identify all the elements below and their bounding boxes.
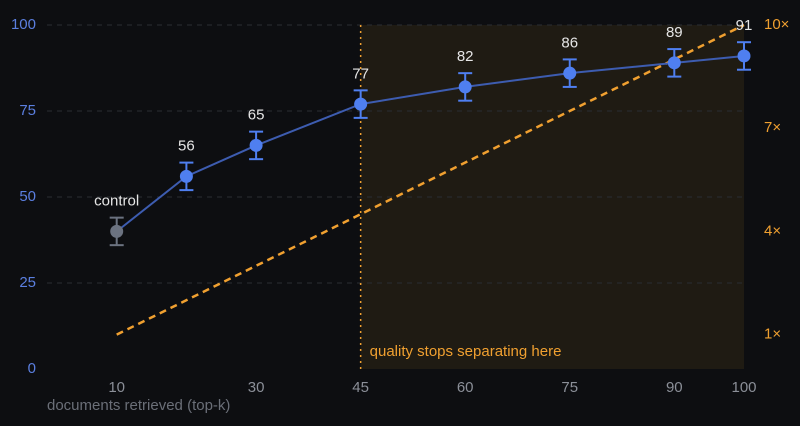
x-tick-label: 60 [457, 379, 474, 396]
y2-tick-label: 4× [764, 222, 781, 239]
quality-line [116, 54, 745, 233]
y-tick-label: 25 [19, 274, 36, 291]
point [458, 80, 472, 94]
value-label: 56 [178, 138, 195, 155]
x-tick-label: 30 [248, 379, 265, 396]
x-tick-label: 75 [561, 379, 578, 396]
x-tick-label: 100 [731, 379, 756, 396]
point [563, 66, 577, 80]
y-tick-label: 0 [28, 360, 36, 377]
point [179, 169, 193, 183]
control-label: control [94, 193, 139, 210]
value-label: 82 [457, 48, 474, 65]
value-label: 77 [352, 65, 369, 82]
value-label: 89 [666, 24, 683, 41]
point [110, 224, 124, 238]
y-tick-label: 100 [11, 16, 36, 33]
annotation: quality stops separating here [370, 343, 562, 360]
y-tick-label: 50 [19, 188, 36, 205]
point [249, 138, 263, 152]
y-tick-label: 75 [19, 102, 36, 119]
point [737, 49, 751, 63]
y2-tick-label: 7× [764, 119, 781, 136]
point [667, 56, 681, 70]
y2-tick-label: 1× [764, 326, 781, 343]
value-label: 86 [561, 34, 578, 51]
x-tick-label: 10 [108, 379, 125, 396]
x-tick-label: 90 [666, 379, 683, 396]
speedup-line [116, 23, 745, 336]
point [354, 97, 368, 111]
x-tick-label: 45 [352, 379, 369, 396]
x-axis-label: documents retrieved (top-k) [47, 397, 230, 414]
y2-tick-label: 10× [764, 16, 789, 33]
value-label: 91 [736, 17, 753, 34]
value-label: 65 [248, 107, 265, 124]
